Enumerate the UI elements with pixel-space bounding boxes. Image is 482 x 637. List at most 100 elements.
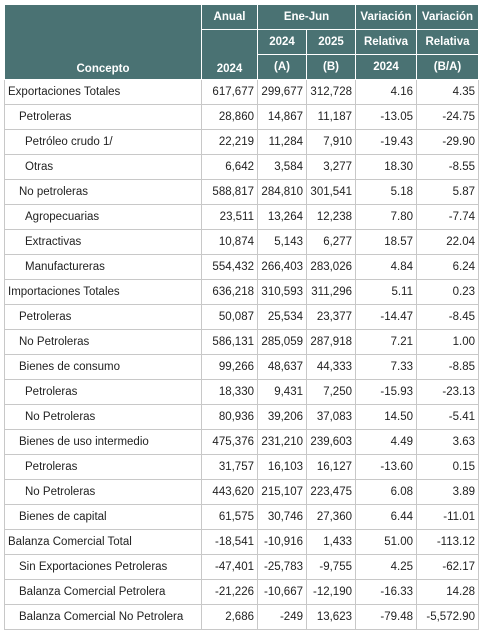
cell-anual-2024: 23,511 [201, 204, 258, 230]
cell-variacion-2024: -14.47 [355, 304, 417, 330]
cell-variacion-ba: -8.85 [416, 354, 479, 380]
cell-variacion-ba: 3.89 [416, 479, 479, 505]
cell-ene-jun-2025: 7,250 [306, 379, 356, 405]
table-row: Otras 6,642 3,584 3,277 18.30 -8.55 [4, 154, 479, 180]
table-row: Extractivas 10,874 5,143 6,277 18.57 22.04 [4, 229, 479, 255]
cell-ene-jun-2024: 299,677 [257, 79, 307, 105]
cell-concepto: No Petroleras [4, 329, 202, 355]
header-variacion-2024: Variación [355, 4, 417, 30]
cell-concepto: Manufactureras [4, 254, 202, 280]
cell-ene-jun-2024: 5,143 [257, 229, 307, 255]
table-row: Petróleo crudo 1/22,219 11,284 7,910 -19.43… [4, 129, 479, 155]
cell-ene-jun-2024: 231,210 [257, 429, 307, 455]
cell-variacion-2024: 4.16 [355, 79, 417, 105]
table-row: No Petroleras 586,131 285,059 287,918 7.21 1.… [4, 329, 479, 355]
cell-concepto: Exportaciones Totales [4, 79, 202, 105]
cell-variacion-2024: 51.00 [355, 529, 417, 555]
header-variacion-ba: Variación [416, 4, 479, 30]
table-row: Petroleras 31,757 16,103 16,127 -13.60 0.15 [4, 454, 479, 480]
cell-variacion-ba: -7.74 [416, 204, 479, 230]
cell-anual-2024: -18,541 [201, 529, 258, 555]
table-row: Sin Exportaciones Petroleras -47,401 -25,7… [4, 554, 479, 580]
cell-ene-jun-2025: 16,127 [306, 454, 356, 480]
cell-variacion-2024: 5.18 [355, 179, 417, 205]
cell-concepto: Importaciones Totales [4, 279, 202, 305]
cell-variacion-ba: -8.45 [416, 304, 479, 330]
cell-variacion-2024: -15.93 [355, 379, 417, 405]
table-row: Manufactureras 554,432 266,403 283,026 4.84 6… [4, 254, 479, 280]
cell-ene-jun-2025: 312,728 [306, 79, 356, 105]
cell-variacion-ba: 5.87 [416, 179, 479, 205]
cell-variacion-ba: 0.15 [416, 454, 479, 480]
header-var-year: 2024 [355, 54, 417, 80]
cell-concepto: Petroleras [4, 104, 202, 130]
cell-ene-jun-2024: 285,059 [257, 329, 307, 355]
cell-ene-jun-2024: 215,107 [257, 479, 307, 505]
cell-ene-jun-2024: 48,637 [257, 354, 307, 380]
cell-variacion-2024: -79.48 [355, 604, 417, 630]
table-row: Exportaciones Totales 617,677 299,677 312,7… [4, 79, 479, 105]
cell-ene-jun-2025: 311,296 [306, 279, 356, 305]
cell-concepto: Extractivas [4, 229, 202, 255]
cell-concepto: Balanza Comercial No Petrolera [4, 604, 202, 630]
cell-concepto: Petroleras [4, 304, 202, 330]
cell-ene-jun-2025: 301,541 [306, 179, 356, 205]
cell-anual-2024: 6,642 [201, 154, 258, 180]
cell-variacion-2024: -13.60 [355, 454, 417, 480]
cell-concepto: Agropecuarias [4, 204, 202, 230]
cell-concepto: Balanza Comercial Total [4, 529, 202, 555]
cell-anual-2024: 50,087 [201, 304, 258, 330]
cell-variacion-ba: -29.90 [416, 129, 479, 155]
cell-ene-jun-2025: 27,360 [306, 504, 356, 530]
cell-anual-2024: 61,575 [201, 504, 258, 530]
cell-variacion-ba: 6.24 [416, 254, 479, 280]
cell-ene-jun-2024: 39,206 [257, 404, 307, 430]
cell-ene-jun-2025: 6,277 [306, 229, 356, 255]
cell-concepto: Petroleras [4, 379, 202, 405]
cell-variacion-2024: 18.57 [355, 229, 417, 255]
cell-ene-jun-2025: 223,475 [306, 479, 356, 505]
cell-anual-2024: 31,757 [201, 454, 258, 480]
cell-ene-jun-2024: 25,534 [257, 304, 307, 330]
cell-ene-jun-2024: 266,403 [257, 254, 307, 280]
cell-concepto: Balanza Comercial Petrolera [4, 579, 202, 605]
table-row: No petroleras 588,817 284,810 301,541 5.18 5.… [4, 179, 479, 205]
table-row: Balanza Comercial No Petrolera 2,686 -249 1… [4, 604, 479, 630]
header-anual: Anual [201, 4, 258, 30]
cell-anual-2024: 28,860 [201, 104, 258, 130]
cell-variacion-ba: -113.12 [416, 529, 479, 555]
cell-variacion-2024: -16.33 [355, 579, 417, 605]
cell-ene-jun-2024: 13,264 [257, 204, 307, 230]
cell-variacion-2024: 18.30 [355, 154, 417, 180]
cell-ene-jun-2024: -249 [257, 604, 307, 630]
cell-anual-2024: 18,330 [201, 379, 258, 405]
cell-variacion-ba: -5,572.90 [416, 604, 479, 630]
cell-concepto: Petróleo crudo 1/ [4, 129, 202, 155]
cell-ene-jun-2024: 9,431 [257, 379, 307, 405]
cell-concepto: Sin Exportaciones Petroleras [4, 554, 202, 580]
cell-anual-2024: -47,401 [201, 554, 258, 580]
cell-anual-2024: 2,686 [201, 604, 258, 630]
cell-ene-jun-2025: 7,910 [306, 129, 356, 155]
cell-ene-jun-2025: -12,190 [306, 579, 356, 605]
table-row: Petroleras 28,860 14,867 11,187 -13.05 -24.75 [4, 104, 479, 130]
cell-ene-jun-2025: 283,026 [306, 254, 356, 280]
cell-anual-2024: 22,219 [201, 129, 258, 155]
cell-concepto: Otras [4, 154, 202, 180]
cell-concepto: Petroleras [4, 454, 202, 480]
cell-variacion-2024: 7.21 [355, 329, 417, 355]
cell-ene-jun-2025: 1,433 [306, 529, 356, 555]
cell-variacion-2024: -13.05 [355, 104, 417, 130]
cell-variacion-ba: -5.41 [416, 404, 479, 430]
cell-ene-jun-2024: 3,584 [257, 154, 307, 180]
cell-anual-2024: 10,874 [201, 229, 258, 255]
cell-ene-jun-2025: 11,187 [306, 104, 356, 130]
cell-variacion-2024: 7.33 [355, 354, 417, 380]
cell-anual-2024: 99,266 [201, 354, 258, 380]
cell-variacion-ba: 4.35 [416, 79, 479, 105]
cell-variacion-2024: 6.08 [355, 479, 417, 505]
cell-ene-jun-2024: 16,103 [257, 454, 307, 480]
header-year-2025: 2025 [306, 29, 356, 55]
cell-ene-jun-2025: 23,377 [306, 304, 356, 330]
cell-concepto: Bienes de consumo [4, 354, 202, 380]
